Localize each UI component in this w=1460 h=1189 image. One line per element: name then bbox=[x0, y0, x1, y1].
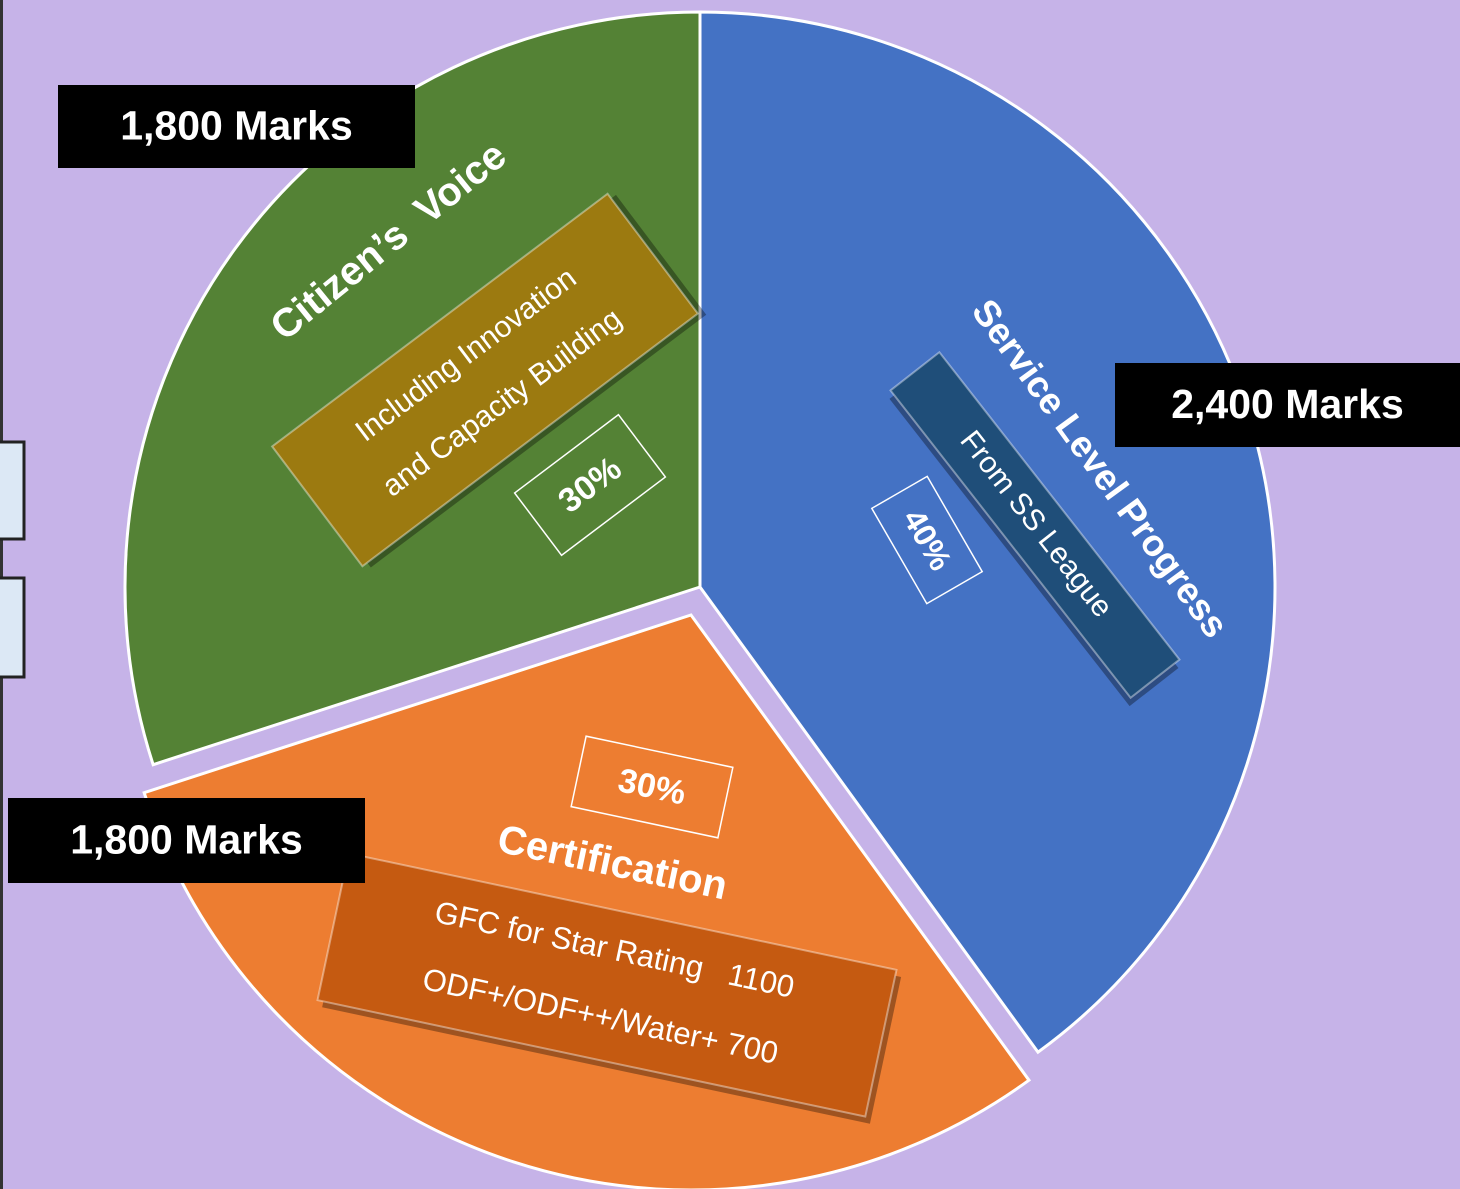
detail-box-bg bbox=[889, 350, 1181, 700]
percent-box-outline bbox=[513, 413, 667, 557]
percent-box-outline bbox=[570, 735, 734, 839]
side-box bbox=[0, 440, 26, 541]
detail-box-bg bbox=[270, 192, 700, 568]
marks-label-bg bbox=[1115, 363, 1460, 447]
pie bbox=[123, 10, 1277, 1189]
detail-box-bg bbox=[316, 852, 898, 1118]
marks-label: 2,400 Marks bbox=[1171, 381, 1404, 427]
detail-box: GFC for Star Rating 1100ODF+/ODF++/Water… bbox=[316, 852, 902, 1124]
percent-box-outline bbox=[870, 475, 984, 605]
side-box bbox=[0, 576, 26, 679]
marks-label-bg bbox=[8, 798, 365, 883]
marks-label: 1,800 Marks bbox=[70, 816, 303, 862]
marks-label-bg bbox=[58, 85, 415, 168]
marks-label: 1,800 Marks bbox=[120, 102, 353, 148]
